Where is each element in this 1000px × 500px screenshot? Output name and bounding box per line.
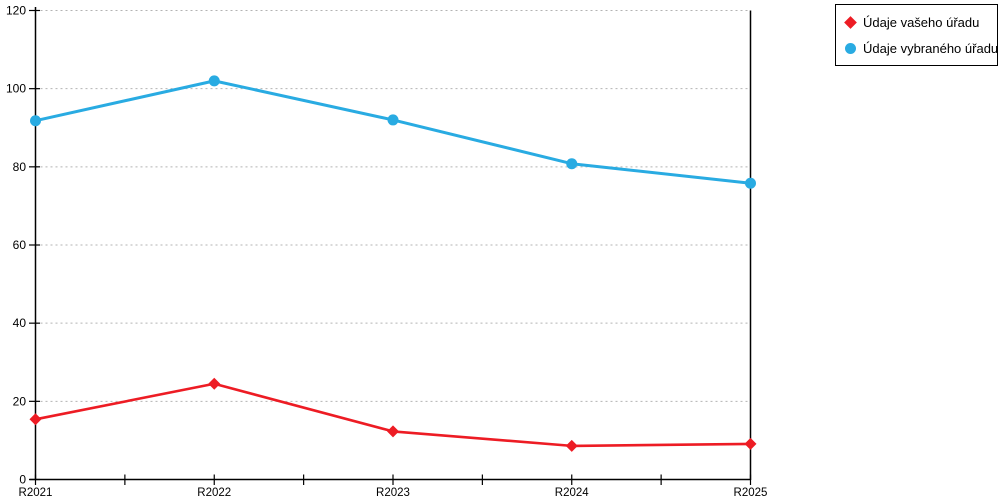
y-tick-label-120: 120 <box>6 4 26 18</box>
y-tick-label-60: 60 <box>13 238 27 252</box>
blue-circle-icon <box>845 42 856 54</box>
x-label-R2022: R2022 <box>197 487 231 499</box>
data-point-0-R2022 <box>208 377 221 390</box>
legend-label: Údaje vašeho úřadu <box>863 14 980 30</box>
y-tick-label-40: 40 <box>13 316 27 330</box>
data-point-1-R2023 <box>387 114 399 126</box>
y-tick-label-20: 20 <box>13 394 27 408</box>
data-point-1-R2025 <box>745 177 756 189</box>
series-line-1 <box>34 79 752 185</box>
data-point-0-R2021 <box>29 413 42 426</box>
x-label-R2021: R2021 <box>19 487 53 499</box>
red-diamond-icon <box>844 15 857 29</box>
y-tick-label-0: 0 <box>19 473 26 487</box>
x-label-R2023: R2023 <box>376 487 410 499</box>
x-label-R2025: R2025 <box>734 487 768 499</box>
data-point-1-R2022 <box>208 75 220 87</box>
x-label-R2024: R2024 <box>555 487 589 499</box>
data-point-1-R2021 <box>30 115 41 127</box>
legend-item-selected-office: Údaje vybraného úřadu <box>836 40 999 56</box>
legend: Údaje vašeho úřadu Údaje vybraného úřadu <box>835 4 998 66</box>
data-point-1-R2024 <box>566 158 578 170</box>
legend-item-your-office: Údaje vašeho úřadu <box>836 15 997 30</box>
data-point-0-R2023 <box>387 425 399 438</box>
data-point-0-R2024 <box>565 439 578 452</box>
data-point-0-R2025 <box>744 437 757 450</box>
legend-label: Údaje vybraného úřadu <box>863 40 999 56</box>
y-tick-label-100: 100 <box>6 82 26 96</box>
y-tick-label-80: 80 <box>13 160 27 174</box>
